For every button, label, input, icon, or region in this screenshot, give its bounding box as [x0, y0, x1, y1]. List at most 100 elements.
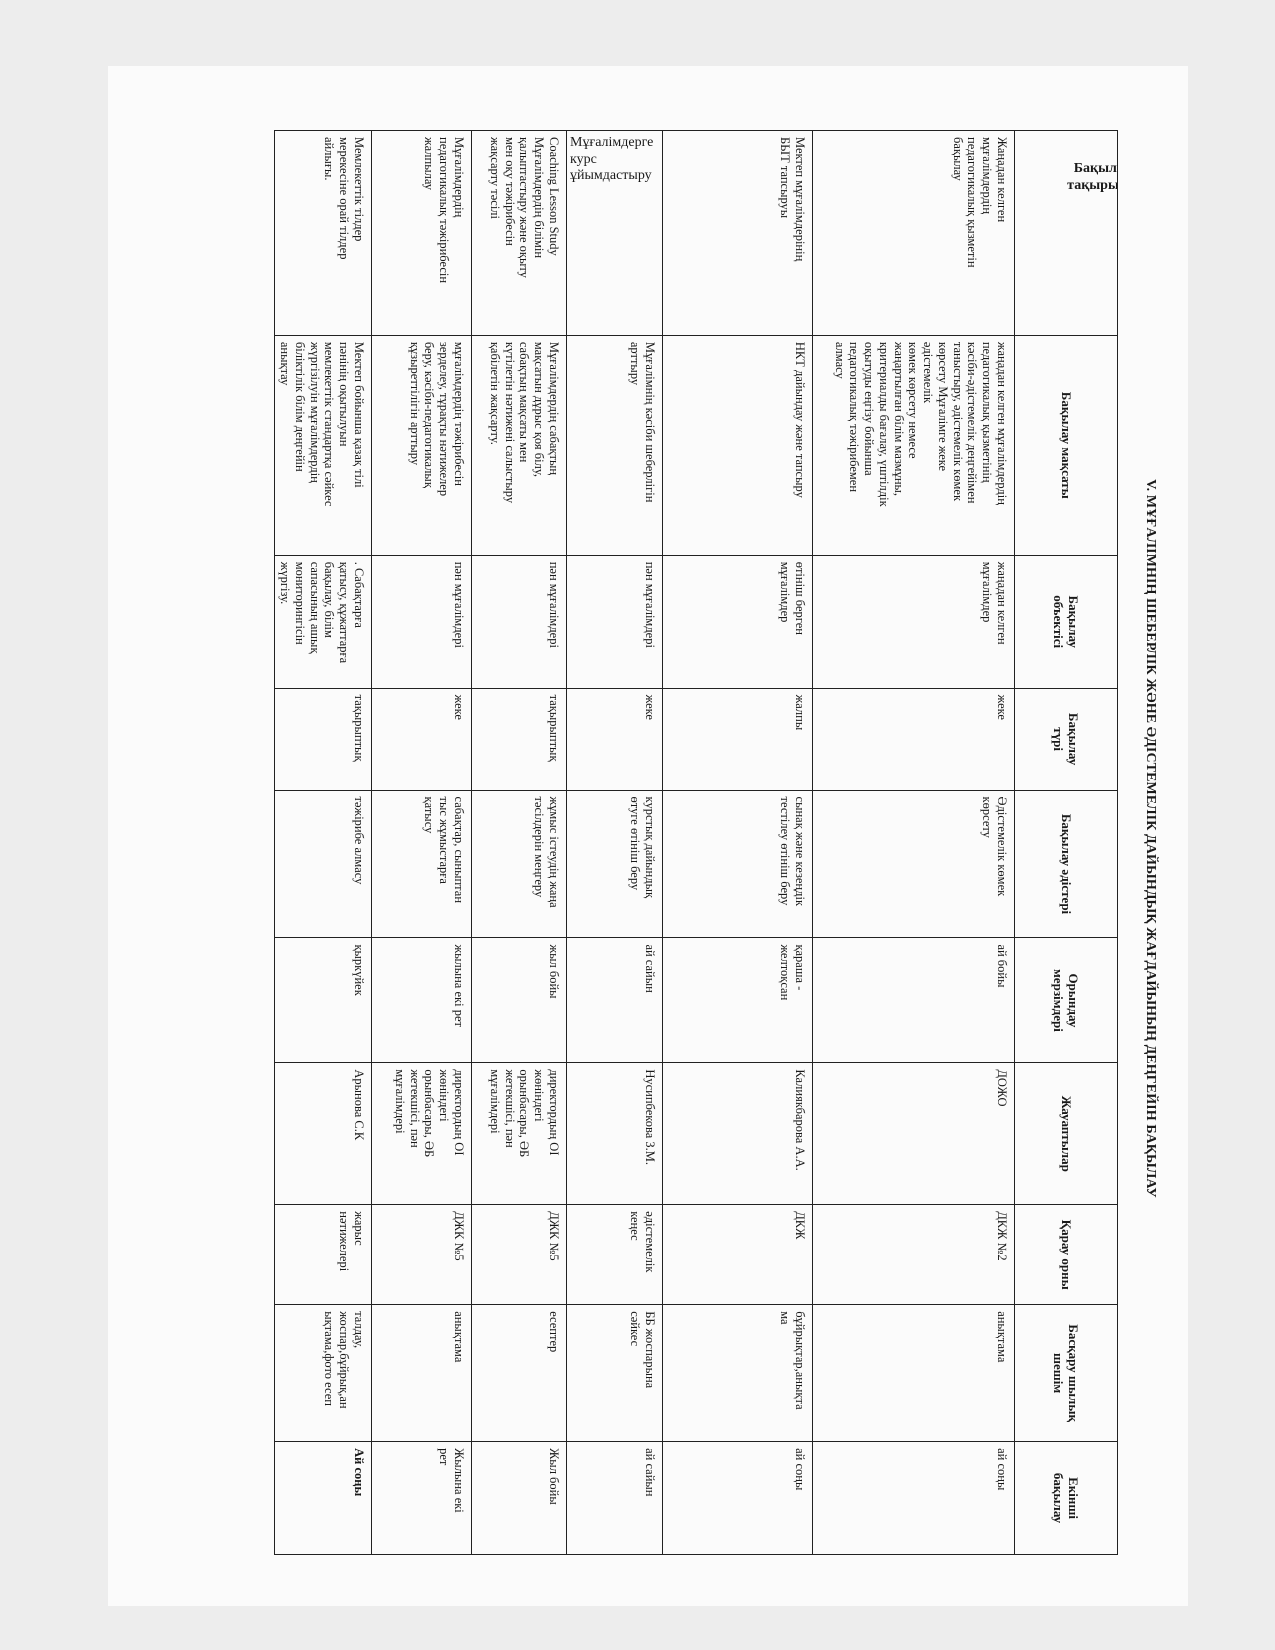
- cell-text: Мұғалімдерге курс ұйымдастыру: [570, 135, 654, 184]
- cell-text: Мұғалімдердің педагогикалық тәжірибесін …: [422, 137, 467, 284]
- cell-management-decision: анықтама: [371, 1305, 471, 1443]
- cell-text: ДОЖО: [995, 1069, 1009, 1107]
- cell-text: есептер: [547, 1311, 561, 1353]
- cell-object: жаңадан келген мұғалімдер: [812, 555, 1014, 689]
- cell-deadline: жылына екі рет: [371, 938, 471, 1064]
- cell-text: Әдістемелік көмек көрсету: [980, 796, 1009, 897]
- cell-text: жеке: [452, 694, 466, 720]
- header-management-decision: Басқару шылық шешім: [1014, 1305, 1117, 1443]
- cell-deadline: қараша - желтоқсан: [662, 938, 812, 1064]
- cell-text: ДКЖ №2: [995, 1211, 1009, 1261]
- cell-goal: Мектеп бойынша қазақ тілі пәнінің оқытыл…: [274, 335, 371, 556]
- cell-text: тақырыптық: [547, 694, 561, 762]
- cell-type: жеке: [566, 688, 662, 791]
- header-label: Орындау мерзімдері: [1051, 968, 1082, 1032]
- cell-review-place: ДЖК №5: [371, 1205, 471, 1306]
- cell-object: өтініш берген мұғалімдер: [662, 555, 812, 689]
- cell-methods: тәжірибе алмасу: [274, 790, 371, 939]
- table-row: Мұғалімдердің педагогикалық тәжірибесін …: [371, 130, 471, 1556]
- control-plan-table: Бақылау тақырыбы Бақылау мақсаты Бақылау о…: [274, 130, 1118, 1556]
- cell-text: өтініш берген мұғалімдер: [778, 561, 807, 635]
- cell-second-control: Ай соңы: [274, 1442, 371, 1556]
- cell-methods: жұмыс істеудің жаңа тәсілдерін меңгеру: [471, 790, 566, 939]
- header-label: Бақылау тақырыбы: [1067, 161, 1117, 193]
- header-label: Бақылау объектісі: [1051, 595, 1082, 649]
- table-row: Мектеп мұғалімдерінің БЫТ тапсыруы НКТ да…: [662, 130, 812, 1556]
- table-row: Coaching Lesson Study Мұғалімдердің білі…: [471, 130, 566, 1556]
- cell-type: жеке: [812, 688, 1014, 791]
- cell-text: талдау, жоспар,бұйрық,ан ықтама,фото есе…: [322, 1311, 367, 1409]
- cell-text: директордың ОІ жөніндегі орынбасары, ӘБ …: [393, 1069, 466, 1158]
- cell-object: пән мұғалімдері: [566, 555, 662, 689]
- cell-text: ай соңы: [995, 1448, 1009, 1491]
- cell-text: Мемлекеттік тілдер мерекесіне орай тілде…: [322, 137, 367, 260]
- cell-type: тақырыптық: [274, 688, 371, 791]
- cell-text: мұғалімдердің тәжірибесін зерделеу, тұра…: [407, 341, 466, 497]
- cell-object: . Сабақтарға қатысу, құжаттарға бақылау,…: [274, 555, 371, 689]
- cell-responsible: Нусипбекова З.М.: [566, 1063, 662, 1206]
- cell-text: сынақ және кезеңдік тестілеу өтініш беру: [778, 796, 807, 907]
- header-goal: Бақылау мақсаты: [1014, 335, 1117, 556]
- cell-text: пән мұғалімдері: [547, 561, 561, 648]
- cell-management-decision: есептер: [471, 1305, 566, 1443]
- cell-goal: мұғалімдердің тәжірибесін зерделеу, тұра…: [371, 335, 471, 556]
- cell-text: пән мұғалімдері: [643, 561, 657, 648]
- header-label: Жауаптылар: [1058, 1095, 1074, 1172]
- cell-text: Мектеп мұғалімдерінің БЫТ тапсыруы: [778, 137, 807, 262]
- cell-text: Coaching Lesson Study Мұғалімдердің білі…: [488, 137, 561, 278]
- cell-text: Жылына екі рет: [437, 1448, 466, 1513]
- cell-text: ай сайын: [643, 944, 657, 993]
- cell-object: пән мұғалімдері: [371, 555, 471, 689]
- cell-text: жалпы: [793, 694, 807, 731]
- cell-second-control: ай соңы: [662, 1442, 812, 1556]
- cell-topic: Мұғалімдердің педагогикалық тәжірибесін …: [371, 131, 471, 336]
- cell-goal: Мұғалімнің кәсіби шеберлігін арттыру: [566, 335, 662, 556]
- cell-responsible: директордың ОІ жөніндегі орынбасары, ӘБ …: [471, 1063, 566, 1206]
- cell-text: жыл бойы: [547, 944, 561, 999]
- cell-goal: жаңадан келген мұғалімдердің педагогикал…: [812, 335, 1014, 556]
- cell-text: Мұғалімнің кәсіби шеберлігін арттыру: [628, 341, 657, 503]
- cell-text: тақырыптық: [352, 694, 366, 762]
- cell-text: ай соңы: [793, 1448, 807, 1491]
- cell-text: әдістемелік кеңес: [628, 1211, 657, 1273]
- table-row: Мұғалімдерге курс ұйымдастыру Мұғалімнің …: [566, 130, 662, 1556]
- cell-second-control: ай сайын: [566, 1442, 662, 1556]
- cell-review-place: ДЖК №5: [471, 1205, 566, 1306]
- cell-deadline: жыл бойы: [471, 938, 566, 1064]
- cell-text: Жыл бойы: [547, 1448, 561, 1505]
- cell-topic: Жаңадан келген мұғалімдердің педагогикал…: [812, 131, 1014, 336]
- cell-methods: сабақтар, сыныптан тыс жұмыстарға қатысу: [371, 790, 471, 939]
- cell-topic: Мемлекеттік тілдер мерекесіне орай тілде…: [274, 131, 371, 336]
- cell-text: Калиякбарова А.А.: [793, 1069, 807, 1171]
- header-label: Бақылау түрі: [1051, 712, 1082, 766]
- cell-text: жеке: [995, 694, 1009, 720]
- header-label: Басқару шылық шешім: [1051, 1324, 1082, 1422]
- cell-methods: Әдістемелік көмек көрсету: [812, 790, 1014, 939]
- cell-review-place: әдістемелік кеңес: [566, 1205, 662, 1306]
- cell-management-decision: талдау, жоспар,бұйрық,ан ықтама,фото есе…: [274, 1305, 371, 1443]
- header-label: Бақылау әдістері: [1058, 813, 1074, 915]
- cell-second-control: Жылына екі рет: [371, 1442, 471, 1556]
- cell-text: анықтама: [995, 1311, 1009, 1363]
- header-type: Бақылау түрі: [1014, 688, 1117, 791]
- cell-responsible: Калиякбарова А.А.: [662, 1063, 812, 1206]
- cell-management-decision: бұйрықтар,анықта ма: [662, 1305, 812, 1443]
- cell-text: . Сабақтарға қатысу, құжаттарға бақылау,…: [278, 561, 366, 664]
- cell-text: жеке: [643, 694, 657, 720]
- header-deadline: Орындау мерзімдері: [1014, 938, 1117, 1064]
- cell-text: қыркүйек: [352, 944, 366, 996]
- header-review-place: Қарау орны: [1014, 1205, 1117, 1306]
- cell-text: тәжірибе алмасу: [352, 796, 366, 885]
- document-title: V. МҰҒАЛІМНІҢ ШЕБЕРЛІК ЖӘНЕ ӘДІСТЕМЕЛІК …: [1143, 479, 1158, 1198]
- cell-text: Нусипбекова З.М.: [643, 1069, 657, 1166]
- cell-goal: НКТ дайындау және тапсыру: [662, 335, 812, 556]
- cell-text: жаңадан келген мұғалімдер: [980, 561, 1009, 645]
- header-second-control: Екінші бақылау: [1014, 1442, 1117, 1556]
- cell-review-place: жарыс нәтижелері: [274, 1205, 371, 1306]
- cell-deadline: ай сайын: [566, 938, 662, 1064]
- cell-methods: курстық дайындық өтуге өтініш беру: [566, 790, 662, 939]
- cell-text: ай сайын: [643, 1448, 657, 1497]
- cell-text: қараша - желтоқсан: [778, 944, 807, 1001]
- cell-topic: Мектеп мұғалімдерінің БЫТ тапсыруы: [662, 131, 812, 336]
- cell-text: ББ жоспарына сәйкес: [628, 1311, 657, 1389]
